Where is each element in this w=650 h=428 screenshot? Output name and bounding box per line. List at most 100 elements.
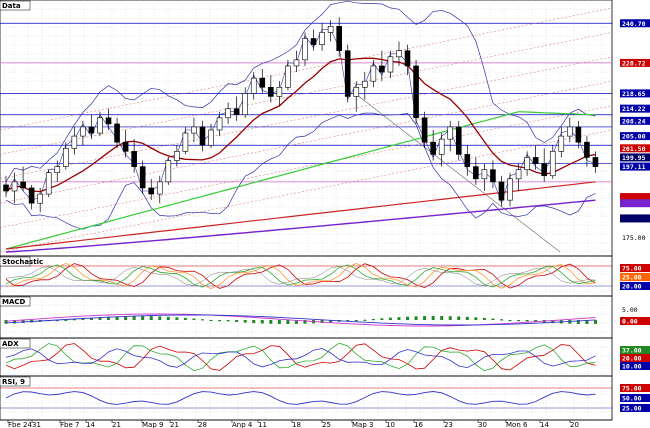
candle-body xyxy=(507,178,513,201)
date-label: Fbe 24 xyxy=(8,421,32,428)
macd-histogram-bar xyxy=(64,319,68,321)
macd-histogram-bar xyxy=(209,319,213,322)
candle-body xyxy=(558,135,565,152)
macd-histogram-bar xyxy=(286,320,290,324)
candle-body xyxy=(344,50,351,97)
macd-histogram-bar xyxy=(440,316,444,320)
macd-histogram-bar xyxy=(81,318,85,320)
candle-body xyxy=(276,87,283,97)
adx-axis-tag xyxy=(620,346,650,354)
date-label: 14 xyxy=(540,421,549,428)
macd-histogram-bar xyxy=(346,320,350,322)
candle-body xyxy=(191,126,197,134)
macd-histogram-bar xyxy=(243,320,247,323)
candle-body xyxy=(438,138,445,155)
price-axis-label: 240.70 xyxy=(622,20,646,28)
trend-line xyxy=(354,93,561,253)
macd-histogram-bar xyxy=(192,318,196,320)
price-axis-label: 218.65 xyxy=(622,90,646,98)
date-label: 20 xyxy=(570,421,579,428)
macd-histogram-bar xyxy=(568,320,572,324)
candle-body xyxy=(88,126,95,134)
candle-body xyxy=(37,193,43,204)
date-label: Map 3 xyxy=(352,421,373,428)
macd-histogram-bar xyxy=(354,320,358,322)
candle-body xyxy=(148,187,155,195)
stoch-axis-tag xyxy=(620,264,650,272)
macd-signal-line xyxy=(5,314,596,326)
panel-title-box xyxy=(0,0,31,11)
macd-histogram-bar xyxy=(107,316,111,320)
candle-body xyxy=(379,65,385,73)
price-axis-label: 175.00 xyxy=(622,234,646,242)
rsi-axis-tag xyxy=(620,384,650,392)
candle-body xyxy=(28,187,35,204)
macd-histogram-bar xyxy=(414,316,418,320)
candle-body xyxy=(242,93,248,116)
candle-body xyxy=(3,184,9,192)
ma-200-line xyxy=(5,111,596,250)
candle-body xyxy=(45,172,52,195)
candle-body xyxy=(62,148,69,167)
candle-body xyxy=(413,65,419,119)
panel-title-box xyxy=(0,338,31,349)
candle-body xyxy=(447,126,454,140)
macd-histogram-bar xyxy=(525,320,529,322)
panel-title: MACD xyxy=(2,298,26,306)
macd-line xyxy=(5,313,596,327)
macd-histogram-bar xyxy=(132,316,136,320)
date-label: 21 xyxy=(170,421,179,428)
macd-histogram-bar xyxy=(499,319,503,321)
adx-line xyxy=(5,348,596,369)
candle-body xyxy=(97,117,103,134)
price-axis-tag xyxy=(620,89,650,98)
candle-body xyxy=(327,25,334,33)
macd-histogram-bar xyxy=(576,320,580,324)
adx-axis-label: 20.00 xyxy=(622,355,642,363)
date-label: 18 xyxy=(292,421,301,428)
price-axis-label: 228.72 xyxy=(622,59,646,67)
candle-body xyxy=(430,141,436,155)
candle-body xyxy=(481,169,488,180)
candle-body xyxy=(498,181,505,201)
bollinger-upper-line xyxy=(5,0,596,182)
price-axis-tag xyxy=(620,58,650,67)
macd-histogram-bar xyxy=(260,320,264,324)
price-axis-tag xyxy=(620,162,650,171)
candle-body xyxy=(250,77,257,94)
price-axis-tag xyxy=(620,144,650,153)
panel-title-box xyxy=(0,376,31,387)
panel-title-box xyxy=(0,296,31,307)
date-label: 21 xyxy=(112,421,121,428)
adx-axis-label: 10.00 xyxy=(622,363,642,371)
macd-histogram-bar xyxy=(158,316,162,320)
candle-body xyxy=(11,181,18,192)
candle-body xyxy=(370,65,377,82)
macd-histogram-bar xyxy=(474,317,478,320)
date-label: 11 xyxy=(258,421,267,428)
macd-histogram-bar xyxy=(4,320,8,324)
candle-body xyxy=(80,126,86,137)
candle-body xyxy=(182,132,189,152)
candle-body xyxy=(54,166,61,174)
candles-layer xyxy=(3,17,599,213)
date-label: 14 xyxy=(86,421,95,428)
candle-body xyxy=(285,65,291,88)
candle-body xyxy=(515,169,522,180)
candle-body xyxy=(455,126,462,155)
price-axis-tag xyxy=(620,199,650,208)
macd-histogram-bar xyxy=(303,320,307,324)
price-axis-label: 197.11 xyxy=(622,163,646,171)
macd-histogram-bar xyxy=(226,320,230,322)
macd-axis-tag xyxy=(620,317,650,325)
candle-body xyxy=(156,181,163,195)
stoch-axis-tag xyxy=(620,282,650,290)
stoch-d-line xyxy=(5,262,596,290)
date-label: 28 xyxy=(198,421,207,428)
candle-body xyxy=(233,108,240,116)
candle-body xyxy=(302,38,308,61)
candle-body xyxy=(114,123,120,143)
date-label: 16 xyxy=(414,421,423,428)
adx-minus-di-line xyxy=(5,342,596,372)
